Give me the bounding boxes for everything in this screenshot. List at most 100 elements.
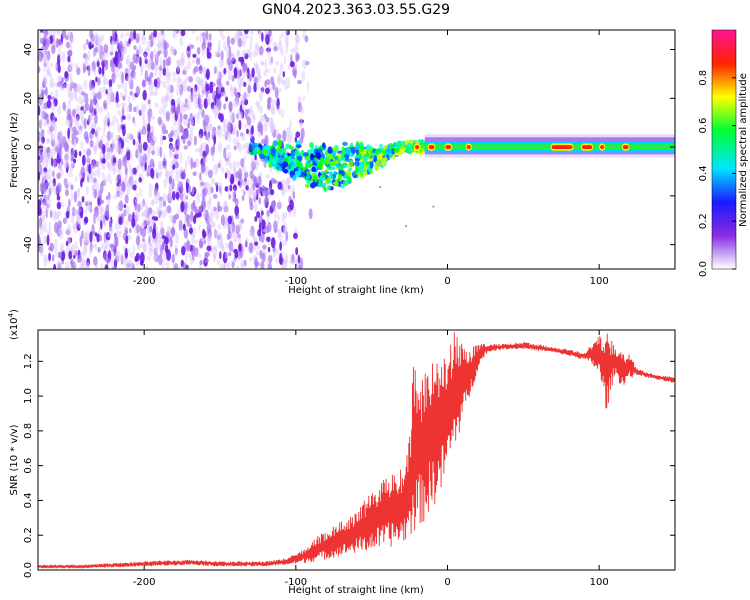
noise-speck <box>277 88 283 93</box>
noise-speck <box>231 188 236 197</box>
noise-speck <box>38 245 42 253</box>
noise-speck <box>75 116 80 128</box>
noise-speck <box>78 125 83 131</box>
noise-speck <box>97 44 103 53</box>
noise-speck <box>167 192 173 204</box>
noise-speck <box>96 165 101 178</box>
noise-speck <box>205 126 210 137</box>
noise-speck <box>45 146 51 154</box>
carrier-hot-red <box>415 145 420 150</box>
noise-speck <box>82 109 86 115</box>
noise-speck <box>136 55 141 63</box>
noise-speck <box>40 245 44 258</box>
noise-speck <box>166 71 170 84</box>
noise-speck <box>237 233 241 239</box>
noise-speck <box>265 116 270 123</box>
noise-speck <box>160 227 165 236</box>
noise-speck <box>68 32 72 39</box>
noise-speck <box>260 61 265 66</box>
noise-speck <box>198 205 204 213</box>
noise-speck <box>247 187 252 197</box>
noise-speck <box>174 161 179 169</box>
noise-speck <box>93 170 98 177</box>
noise-speck <box>251 125 254 135</box>
noise-speck <box>224 157 230 162</box>
noise-speck <box>255 160 260 166</box>
noise-speck <box>144 58 148 65</box>
noise-speck <box>67 50 73 57</box>
noise-speck <box>151 216 156 221</box>
noise-speck <box>165 261 170 269</box>
noise-speck <box>38 199 42 208</box>
noise-speck <box>74 209 79 215</box>
noise-speck <box>297 101 302 113</box>
noise-speck <box>163 47 168 59</box>
noise-speck <box>262 124 268 132</box>
noise-speck <box>93 215 98 223</box>
noise-speck <box>258 186 262 194</box>
noise-speck <box>204 258 209 264</box>
noise-speck <box>51 77 55 88</box>
noise-speck <box>130 71 134 79</box>
noise-speck <box>68 61 74 72</box>
noise-speck <box>265 68 270 73</box>
noise-speck <box>207 94 212 105</box>
colorbar-gradient <box>711 29 737 270</box>
noise-speck <box>129 252 135 259</box>
noise-speck <box>276 201 282 210</box>
carrier-hot-red <box>581 145 593 150</box>
noise-speck <box>74 250 78 257</box>
noise-speck <box>150 50 154 63</box>
noise-speck <box>105 204 110 216</box>
noise-speck <box>176 86 179 98</box>
noise-speck <box>98 66 102 75</box>
noise-speck <box>66 31 71 36</box>
noise-speck <box>45 194 50 203</box>
noise-speck <box>246 67 250 79</box>
onset-speck <box>329 171 333 175</box>
noise-speck <box>178 78 182 84</box>
noise-speck <box>128 75 132 81</box>
noise-speck <box>101 171 105 179</box>
noise-speck <box>214 229 219 239</box>
noise-speck <box>133 30 137 40</box>
onset-speck <box>331 166 336 170</box>
noise-speck <box>214 228 217 239</box>
noise-speck <box>186 99 191 111</box>
noise-speck <box>166 83 172 94</box>
noise-speck <box>217 39 221 51</box>
noise-speck <box>84 102 90 112</box>
noise-speck <box>242 143 246 150</box>
noise-speck <box>255 250 260 256</box>
noise-speck <box>266 221 272 233</box>
noise-speck <box>266 236 271 243</box>
noise-speck <box>243 81 247 87</box>
noise-speck <box>94 130 98 138</box>
noise-speck <box>159 56 162 68</box>
snr-marks <box>38 332 675 570</box>
noise-speck <box>73 191 78 203</box>
noise-speck <box>225 96 229 102</box>
noise-speck <box>103 115 108 127</box>
noise-speck <box>54 63 58 71</box>
noise-speck <box>226 154 232 167</box>
noise-speck <box>249 51 253 62</box>
straggler-speck <box>432 205 435 208</box>
onset-speck <box>384 144 388 149</box>
noise-speck <box>172 76 176 83</box>
noise-speck <box>39 86 45 98</box>
noise-speck <box>279 241 283 251</box>
noise-speck <box>195 57 201 66</box>
noise-speck <box>80 178 83 188</box>
noise-speck <box>279 252 283 265</box>
onset-speck <box>334 160 340 164</box>
noise-speck <box>93 123 97 128</box>
noise-speck <box>113 194 118 200</box>
noise-speck <box>83 130 89 141</box>
noise-speck <box>220 60 225 67</box>
noise-speck <box>172 261 175 269</box>
colorbar-label: Normalized spectral amplitude <box>738 73 749 227</box>
noise-speck <box>263 69 267 78</box>
noise-speck <box>229 173 235 185</box>
noise-speck <box>154 87 158 97</box>
